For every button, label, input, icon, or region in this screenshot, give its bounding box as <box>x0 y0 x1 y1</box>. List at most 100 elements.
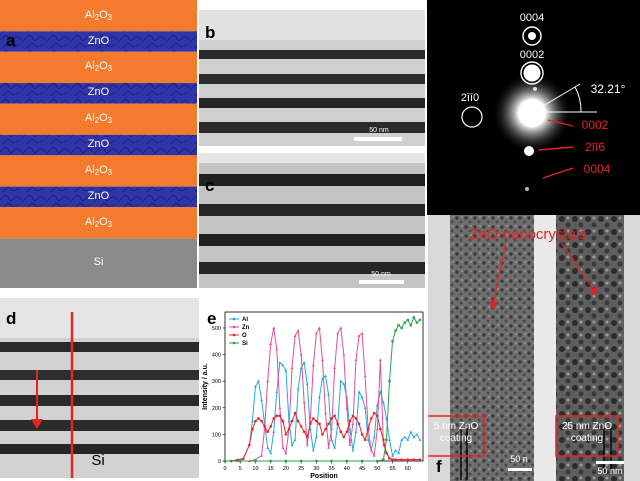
series-line-o <box>225 411 420 462</box>
data-point-o <box>354 417 358 420</box>
data-point-al <box>363 406 367 409</box>
data-point-zn <box>260 454 263 457</box>
data-point-al <box>296 387 300 391</box>
data-point-al <box>354 430 358 433</box>
x-tick-label: 40 <box>344 466 350 472</box>
layer-al2o3-6 <box>0 155 197 187</box>
legend-marker-si <box>232 341 236 345</box>
x-axis-label: Position <box>310 473 338 480</box>
red-0002-label: 0002 <box>581 118 609 132</box>
rod-25nm <box>556 215 624 481</box>
data-point-o <box>345 430 349 434</box>
data-point-al <box>269 451 273 455</box>
legend-marker-al <box>232 317 236 321</box>
box-5nm <box>428 415 485 457</box>
data-point-o <box>299 425 303 428</box>
data-point-al <box>360 395 364 399</box>
data-point-zn <box>293 334 297 338</box>
data-point-al <box>281 363 285 367</box>
data-point-al <box>311 448 315 452</box>
zno-grain-texture <box>0 134 197 156</box>
layer-label: Al2O3 <box>84 8 113 22</box>
data-point-o <box>406 458 410 461</box>
si-label: Si <box>91 452 105 469</box>
data-point-zn <box>290 366 294 369</box>
data-point-o <box>257 417 260 420</box>
data-point-zn <box>299 353 303 356</box>
data-point-zn <box>269 342 273 346</box>
data-point-si <box>391 340 394 343</box>
y-axis-label: Intensity / a.u. <box>202 363 209 410</box>
data-point-zn <box>305 443 309 447</box>
data-point-si <box>315 459 318 463</box>
data-point-si <box>284 459 288 463</box>
data-point-si <box>330 459 333 463</box>
y-tick-label: 500 <box>212 326 221 332</box>
data-point-o <box>339 430 343 434</box>
angle-label: 32.21° <box>590 82 626 96</box>
box-25nm-label: 25 nm ZnO coating <box>561 421 613 444</box>
data-point-si <box>394 329 397 332</box>
data-point-al <box>403 435 407 439</box>
data-point-si <box>388 379 391 383</box>
data-point-al <box>357 390 361 393</box>
scalebar-b-label: 50 nm <box>369 127 389 134</box>
data-point-al <box>339 379 343 383</box>
panel-a-schematic: Al2O3 ZnO Al2O3 ZnO Al2O3 ZnO Al2O3 ZnO Al2O3 Si … <box>0 0 197 288</box>
data-point-zn <box>345 406 349 409</box>
data-point-o <box>308 422 312 426</box>
data-point-o <box>315 419 318 423</box>
panel-d-label: d <box>6 309 17 328</box>
scalebar-c-label: 50 nm <box>371 271 391 278</box>
panel-d-tem: d Si <box>0 298 199 478</box>
data-point-zn <box>272 326 276 330</box>
x-tick-label: 50 <box>374 466 380 472</box>
data-point-zn <box>321 358 324 361</box>
data-point-o <box>385 451 388 455</box>
data-point-si <box>406 318 409 322</box>
data-point-al <box>409 430 413 433</box>
data-point-al <box>397 451 401 455</box>
layer-si-9 <box>0 238 197 288</box>
data-point-o <box>336 422 340 426</box>
data-point-al <box>254 385 257 388</box>
tem-stripes-b <box>199 10 425 146</box>
data-point-zn <box>372 454 376 457</box>
data-point-o <box>312 417 315 420</box>
data-point-si <box>397 324 400 327</box>
data-point-si <box>400 326 403 330</box>
data-point-al <box>388 438 391 441</box>
data-point-al <box>302 361 306 364</box>
data-point-al <box>324 374 327 377</box>
layer-label: Al2O3 <box>84 163 113 177</box>
data-point-al <box>293 438 297 441</box>
spot-0004-label: 0004 <box>519 12 545 24</box>
data-point-o <box>348 419 352 423</box>
nanocrystal-images <box>428 215 640 481</box>
data-point-al <box>290 443 294 447</box>
spot-2110-label: 2īī0 <box>460 92 480 104</box>
x-tick-label: 15 <box>268 466 274 472</box>
data-point-zn <box>314 331 318 335</box>
scalebar-b <box>354 137 402 141</box>
data-point-o <box>369 417 373 420</box>
data-point-o <box>305 435 309 439</box>
panel-f-tem: ZnO nanocrystals 5 nm ZnO coating 25 nm … <box>428 215 640 481</box>
data-point-al <box>418 438 422 441</box>
data-point-al <box>275 390 279 393</box>
data-point-al <box>400 438 404 441</box>
data-point-o <box>275 414 279 418</box>
x-tick-label: 30 <box>313 466 319 472</box>
data-point-o <box>248 443 251 447</box>
panel-f-label: f <box>436 457 442 476</box>
data-point-zn <box>357 334 361 338</box>
layer-label: Si <box>93 256 104 269</box>
data-point-al <box>333 446 337 449</box>
data-point-o <box>302 430 306 434</box>
data-point-o <box>394 458 397 461</box>
data-point-o <box>333 414 336 418</box>
box-5nm-label: 5 nm ZnO coating <box>433 421 479 444</box>
data-point-si <box>403 321 406 324</box>
data-point-o <box>251 427 254 431</box>
x-tick-label: 0 <box>223 466 226 472</box>
